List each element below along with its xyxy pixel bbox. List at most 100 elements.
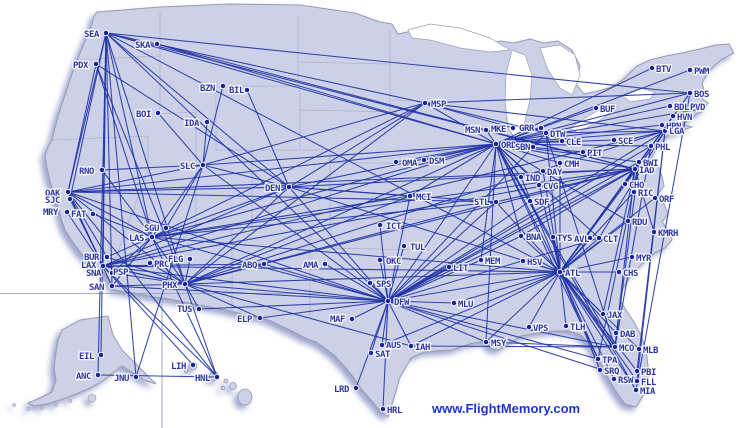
airport-label: CVG bbox=[543, 182, 558, 192]
route-line bbox=[598, 130, 666, 239]
route-line bbox=[495, 139, 615, 145]
alaska-inset bbox=[26, 315, 157, 407]
route-line bbox=[184, 186, 290, 285]
airport-label: LAX bbox=[81, 261, 97, 271]
airport-dot bbox=[537, 124, 545, 132]
route-line bbox=[202, 164, 389, 302]
airport-dot bbox=[153, 40, 161, 48]
airport-label: CHO bbox=[629, 181, 645, 191]
airport-dot bbox=[650, 228, 658, 236]
route-line bbox=[288, 102, 426, 188]
airport-label: SAT bbox=[375, 350, 391, 360]
route-line bbox=[387, 195, 411, 302]
airport-dot bbox=[400, 242, 408, 250]
airport-label: FLG bbox=[168, 255, 183, 265]
airport-label: PHL bbox=[655, 143, 671, 153]
route-line bbox=[538, 184, 561, 273]
route-line bbox=[522, 260, 561, 273]
route-line bbox=[184, 283, 412, 347]
airport-label: ANC bbox=[76, 372, 91, 382]
route-line bbox=[184, 102, 426, 285]
airport-dot bbox=[648, 64, 656, 72]
route-line bbox=[184, 283, 218, 378]
route-line bbox=[559, 271, 637, 391]
airport-label: AMA bbox=[303, 261, 319, 271]
airport-dot bbox=[162, 224, 170, 232]
route-line bbox=[102, 265, 194, 366]
airport-dot bbox=[658, 121, 666, 129]
route-line bbox=[184, 130, 666, 285]
airport-dot bbox=[376, 256, 384, 264]
route-line bbox=[102, 265, 561, 273]
airport-label: OAK bbox=[45, 189, 61, 199]
airport-label: BTV bbox=[656, 65, 672, 75]
route-line bbox=[387, 271, 561, 302]
airport-dot bbox=[525, 323, 533, 331]
route-line bbox=[67, 164, 204, 193]
airport-dot bbox=[445, 263, 453, 271]
airport-label: TUL bbox=[410, 243, 426, 253]
route-line bbox=[552, 236, 561, 273]
route-line bbox=[105, 32, 497, 145]
route-line bbox=[102, 265, 186, 285]
airport-label: MYR bbox=[636, 254, 652, 264]
route-line bbox=[387, 161, 640, 302]
airport-dot bbox=[549, 233, 557, 241]
airport-dot bbox=[599, 310, 607, 318]
airport-dot bbox=[562, 322, 570, 330]
airport-dot bbox=[421, 99, 429, 107]
route-line bbox=[387, 168, 636, 302]
route-line bbox=[102, 263, 265, 267]
route-line bbox=[184, 283, 261, 319]
airport-label: SCE bbox=[618, 137, 633, 147]
airport-label: PIT bbox=[587, 149, 603, 159]
airport-label: RSW bbox=[618, 376, 634, 386]
route-line bbox=[485, 271, 561, 343]
routes-layer bbox=[66, 32, 702, 410]
route-line bbox=[156, 43, 636, 170]
route-line bbox=[111, 283, 186, 287]
route-line bbox=[184, 283, 389, 302]
airport-label: PRC bbox=[154, 260, 169, 270]
aleutian-islands bbox=[12, 393, 97, 411]
route-line bbox=[495, 130, 666, 145]
airport-label: DAY bbox=[547, 168, 563, 178]
airport-label: VPS bbox=[533, 324, 548, 334]
route-line bbox=[69, 32, 107, 200]
route-line bbox=[387, 132, 547, 302]
airport-dot bbox=[612, 329, 620, 337]
airport-dot bbox=[379, 405, 387, 413]
route-line bbox=[92, 213, 153, 238]
airport-label: RDU bbox=[632, 218, 647, 228]
route-line bbox=[424, 102, 514, 129]
route-line bbox=[351, 300, 389, 320]
route-line bbox=[387, 300, 455, 304]
airport-label: MCO bbox=[619, 344, 635, 354]
route-line bbox=[410, 345, 616, 348]
airport-dot bbox=[558, 137, 566, 145]
airport-label: JAX bbox=[607, 311, 623, 321]
airport-label: HNL bbox=[195, 374, 211, 384]
airport-label: BWI bbox=[643, 159, 658, 169]
airport-dot bbox=[285, 183, 293, 191]
route-line bbox=[165, 164, 204, 229]
route-line bbox=[202, 102, 426, 166]
route-line bbox=[559, 271, 638, 382]
airport-label: SPS bbox=[376, 280, 391, 290]
airport-dot bbox=[189, 361, 197, 369]
route-line bbox=[102, 32, 107, 267]
airport-dot bbox=[352, 384, 360, 392]
route-line bbox=[424, 102, 497, 145]
airport-dot bbox=[697, 105, 705, 113]
airport-dot bbox=[492, 140, 500, 148]
route-line bbox=[635, 92, 691, 391]
route-line bbox=[105, 32, 137, 378]
route-line bbox=[95, 63, 290, 188]
airport-dot bbox=[579, 148, 587, 156]
airport-label: DSM bbox=[429, 157, 445, 167]
route-line bbox=[102, 265, 389, 302]
route-line bbox=[410, 271, 561, 347]
airport-label: LIT bbox=[453, 264, 469, 274]
airport-dot bbox=[420, 156, 428, 164]
